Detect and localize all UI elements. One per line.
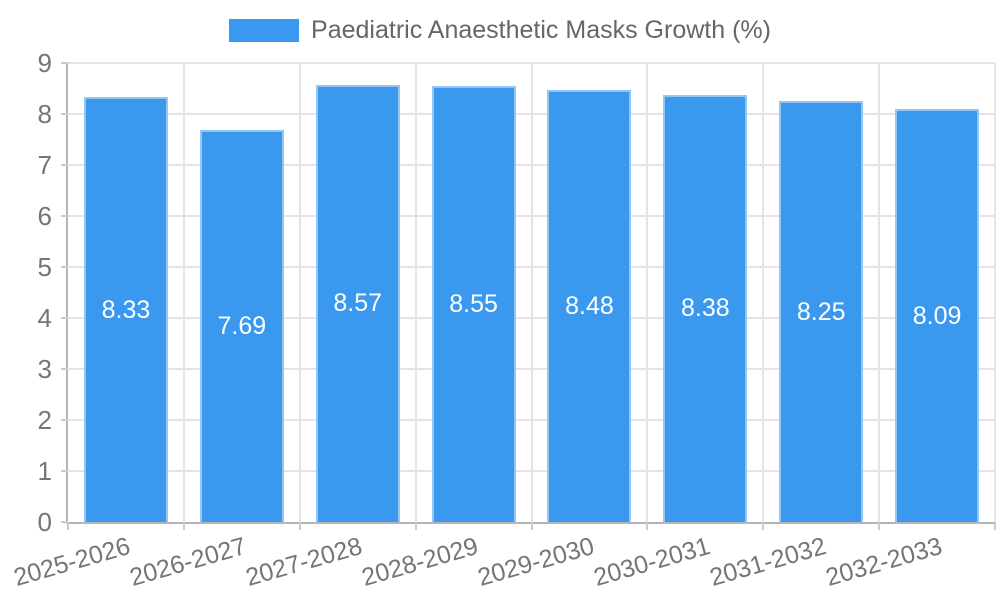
y-axis-tick-label: 4 [37,303,52,333]
legend-swatch[interactable] [229,19,300,42]
y-tick-mark [61,113,68,115]
y-tick-mark [61,521,68,523]
bar-value-label: 7.69 [217,311,267,340]
y-axis-tick-label: 8 [37,99,52,129]
y-axis-tick-label: 0 [37,507,52,537]
x-axis-tick-label: 2032-2033 [822,532,945,592]
y-axis-tick-label: 9 [37,48,52,78]
x-tick-mark [298,522,301,530]
y-tick-mark [61,215,68,217]
y-tick-mark [61,419,68,421]
bar-2026-2027[interactable]: 7.69 [199,129,284,522]
bar-value-label: 8.09 [912,301,962,330]
y-axis-tick-label: 7 [37,150,52,180]
y-tick-mark [61,317,68,319]
y-axis-tick-label: 5 [37,252,52,282]
bar-value-label: 8.38 [680,294,730,323]
x-axis-tick-label: 2029-2030 [474,532,598,592]
x-axis-tick-label: 2026-2027 [126,532,250,592]
x-axis-tick-label: 2025-2026 [11,532,134,592]
x-tick-mark [182,522,185,530]
y-axis-tick-label: 3 [37,354,52,384]
bar-2032-2033[interactable]: 8.09 [895,109,980,522]
chart-legend[interactable]: Paediatric Anaesthetic Masks Growth (%) [0,16,1000,45]
y-tick-mark [61,368,68,370]
bar-2028-2029[interactable]: 8.55 [431,85,516,522]
x-tick-mark [530,522,533,530]
bar-value-label: 8.48 [565,291,614,320]
bar-value-label: 8.57 [333,289,383,318]
x-axis-tick-label: 2027-2028 [242,532,366,592]
x-axis-tick-label: 2030-2031 [590,532,714,592]
y-tick-mark [61,470,68,472]
y-tick-mark [61,266,68,268]
x-tick-mark [878,522,881,530]
x-tick-mark [994,522,996,530]
y-axis-tick-label: 6 [37,201,52,231]
bar-value-label: 8.25 [796,297,846,326]
x-tick-mark [646,522,649,530]
x-tick-mark [414,522,417,530]
y-axis-tick-label: 2 [37,405,52,435]
y-axis-tick-label: 1 [37,456,52,486]
chart-title: Paediatric Anaesthetic Masks Growth (%) [311,16,771,44]
x-axis-tick-label: 2031-2032 [706,532,829,592]
bar-value-label: 8.33 [101,295,151,324]
x-axis-tick-label: 2028-2029 [358,532,482,592]
bar-2031-2032[interactable]: 8.25 [779,101,864,522]
bar-2025-2026[interactable]: 8.33 [83,97,168,522]
x-tick-mark [67,522,69,530]
y-tick-mark [61,164,68,166]
x-tick-mark [762,522,765,530]
bar-2027-2028[interactable]: 8.57 [315,84,400,522]
bar-value-label: 8.55 [449,289,498,318]
y-tick-mark [61,62,68,64]
plot-area: 8.33 7.69 8.57 8.55 8.48 8.38 8.25 8.09 [68,63,995,522]
y-axis-line [66,63,68,524]
bar-2029-2030[interactable]: 8.48 [547,89,632,522]
bar-2030-2031[interactable]: 8.38 [663,94,748,522]
